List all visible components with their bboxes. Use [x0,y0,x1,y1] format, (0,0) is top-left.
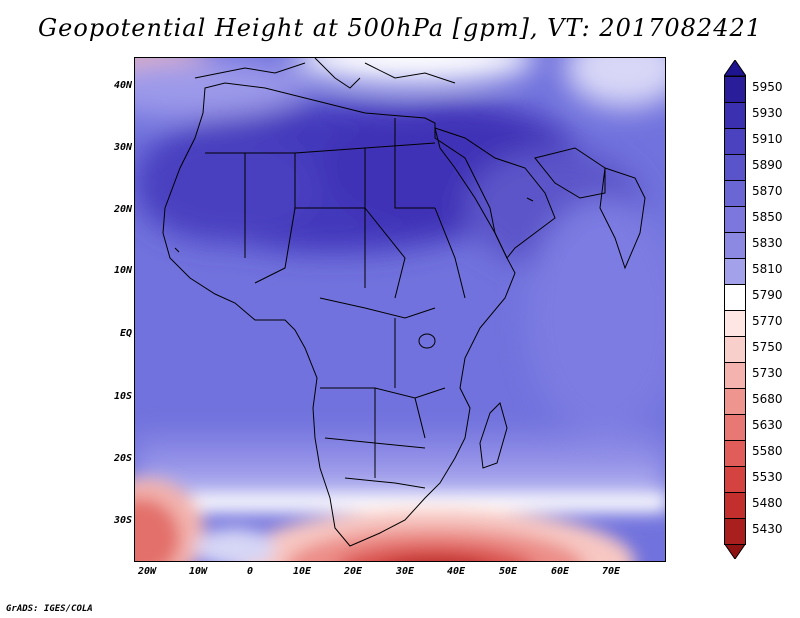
colorbar-label-5770: 5770 [752,314,783,328]
chart-title: Geopotential Height at 500hPa [gpm], VT:… [38,14,762,42]
lon-label-40e: 40E [446,566,466,577]
lat-label-20n: 20N [113,204,132,215]
lon-label-70e: 70E [601,566,621,577]
colorbar-label-5680: 5680 [752,392,783,406]
colorbar-label-5430: 5430 [752,522,783,536]
lon-label-50e: 50E [498,566,518,577]
lon-label-10e: 10E [292,566,312,577]
lon-label-10w: 10W [188,566,208,577]
lat-label-40n: 40N [113,80,132,91]
colorbar-swatch-5950 [724,76,746,103]
geopotential-field-map [135,58,665,561]
colorbar-swatch-5430 [724,518,746,545]
colorbar-label-5630: 5630 [752,418,783,432]
colorbar-label-5480: 5480 [752,496,783,510]
lat-label-eq: EQ [119,328,132,339]
colorbar-swatch-5770 [724,310,746,337]
colorbar-swatch-5790 [724,284,746,311]
colorbar-label-5950: 5950 [752,80,783,94]
lat-label-10n: 10N [113,265,132,276]
colorbar-swatch-5910 [724,128,746,155]
colorbar-swatch-5890 [724,154,746,181]
colorbar-swatch-5870 [724,180,746,207]
colorbar-swatch-5580 [724,440,746,467]
colorbar-swatch-5530 [724,466,746,493]
colorbar-label-5810: 5810 [752,262,783,276]
colorbar-swatch-5730 [724,362,746,389]
colorbar-label-5850: 5850 [752,210,783,224]
colorbar-label-5730: 5730 [752,366,783,380]
colorbar-swatch-5810 [724,258,746,285]
colorbar-swatch-5830 [724,232,746,259]
lat-label-10s: 10S [113,391,132,402]
colorbar-bottom-arrow [724,543,746,559]
colorbar-label-5910: 5910 [752,132,783,146]
colorbar-swatch-5750 [724,336,746,363]
colorbar-swatch-5480 [724,492,746,519]
lat-label-30s: 30S [113,515,132,526]
lon-label-60e: 60E [550,566,570,577]
colorbar-swatch-5630 [724,414,746,441]
colorbar-label-5890: 5890 [752,158,783,172]
lon-label-30e: 30E [395,566,415,577]
lon-label-20w: 20W [137,566,157,577]
lat-label-20s: 20S [113,453,132,464]
lon-label-20e: 20E [343,566,363,577]
colorbar-label-5830: 5830 [752,236,783,250]
colorbar-label-5870: 5870 [752,184,783,198]
colorbar-swatch-5850 [724,206,746,233]
colorbar-label-5530: 5530 [752,470,783,484]
coastlines [162,58,646,547]
colorbar-label-5750: 5750 [752,340,783,354]
lat-label-30n: 30N [113,142,132,153]
colorbar-label-5580: 5580 [752,444,783,458]
colorbar-swatch-5930 [724,102,746,129]
grads-credit: GrADS: IGES/COLA [6,604,93,614]
lon-label-0: 0 [246,566,254,577]
colorbar-label-5790: 5790 [752,288,783,302]
colorbar-swatch-5680 [724,388,746,415]
colorbar-top-arrow [724,60,746,76]
colorbar-label-5930: 5930 [752,106,783,120]
map-panel [134,57,666,562]
